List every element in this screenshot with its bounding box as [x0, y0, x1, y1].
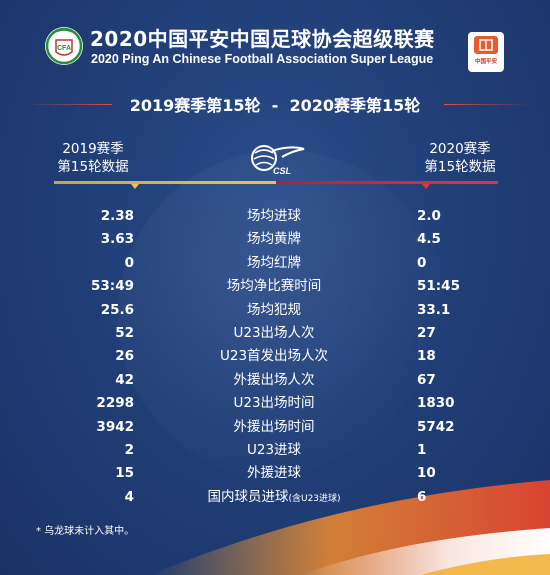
stat-value-2019: 42: [115, 371, 134, 388]
season-title-right-rule: [444, 104, 530, 105]
stat-row: 53:49 场均净比赛时间 51:45: [0, 275, 550, 298]
stat-value-2020: 18: [417, 348, 436, 365]
stat-value-2020: 10: [417, 465, 436, 482]
cfa-emblem-icon: CFA: [45, 27, 83, 65]
stat-value-2020: 2.0: [417, 208, 441, 224]
ping-an-sponsor-logo: 中国平安: [468, 32, 504, 72]
stat-label: U23出场人次: [185, 322, 363, 345]
stat-label: 场均黄牌: [185, 228, 363, 251]
stat-value-2019: 25.6: [100, 301, 134, 318]
left-column-header-line1: 2019赛季: [62, 141, 124, 157]
stat-value-2019: 2.38: [100, 208, 134, 224]
stat-label-text: 场均进球: [247, 208, 301, 224]
stat-row: 26 U23首发出场人次 18: [0, 345, 550, 368]
stat-row: 15 外援进球 10: [0, 462, 550, 485]
stat-row: 42 外援出场人次 67: [0, 369, 550, 392]
season-title-right: 2020赛季第15轮: [289, 96, 421, 115]
stat-value-2020: 33.1: [417, 301, 451, 318]
csl-logo-text: CSL: [273, 166, 291, 176]
left-column-accent-bar: [54, 181, 276, 184]
stat-row: 4 国内球员进球(含U23进球) 6: [0, 486, 550, 509]
stat-label-text: 外援出场人次: [233, 371, 315, 388]
stat-label-text: U23出场时间: [233, 395, 315, 412]
stat-label-text: 国内球员进球: [207, 488, 289, 505]
stat-value-2019: 26: [115, 348, 134, 365]
stat-value-2020: 27: [417, 324, 436, 341]
left-column-pointer: [131, 184, 139, 189]
stat-row: 2298 U23出场时间 1830: [0, 392, 550, 415]
stat-label: 国内球员进球(含U23进球): [185, 486, 363, 511]
stat-label: U23进球: [185, 439, 363, 462]
stat-label-text: 场均黄牌: [247, 231, 301, 248]
stat-value-2019: 52: [115, 324, 134, 341]
right-column-accent-bar: [276, 181, 498, 184]
stat-value-2019: 2298: [96, 395, 134, 412]
stat-value-2019: 53:49: [91, 278, 134, 295]
season-title: 2019赛季第15轮 - 2020赛季第15轮: [0, 92, 550, 116]
stat-value-2020: 4.5: [417, 231, 441, 248]
stat-row: 2.38 场均进球 2.0: [0, 205, 550, 228]
stat-value-2020: 1830: [417, 395, 455, 412]
sponsor-logo-text: 中国平安: [474, 59, 497, 65]
stat-value-2020: 0: [417, 254, 427, 271]
stat-label-text: U23进球: [246, 441, 302, 458]
stat-value-2019: 2: [124, 441, 134, 458]
stat-row: 52 U23出场人次 27: [0, 322, 550, 345]
background-ball-decoration: [118, 150, 448, 480]
right-column-pointer: [422, 184, 430, 189]
stat-label-text: 场均净比赛时间: [226, 278, 322, 295]
stat-row: 2 U23进球 1: [0, 439, 550, 462]
header: CFA 2020中国平安中国足球协会超级联赛 2020 Ping An Chin…: [0, 0, 550, 80]
league-title-english: 2020 Ping An Chinese Football Associatio…: [91, 52, 434, 66]
stat-label: 场均犯规: [185, 299, 363, 322]
stat-value-2020: 5742: [417, 418, 455, 435]
stat-label-text: 场均犯规: [247, 301, 301, 318]
csl-logo-icon: CSL: [251, 145, 305, 176]
stat-value-2020: 67: [417, 371, 436, 388]
stat-label: 场均进球: [185, 205, 363, 228]
stat-value-2019: 4: [124, 488, 134, 505]
left-column-header: 2019赛季 第15轮数据: [38, 140, 148, 176]
stat-value-2019: 15: [115, 465, 134, 482]
stat-label: 外援进球: [185, 462, 363, 485]
stat-value-2020: 6: [417, 488, 427, 505]
stat-row: 3942 外援出场时间 5742: [0, 416, 550, 439]
cfa-logo-text: CFA: [57, 45, 71, 52]
sponsor-mark-icon: [474, 36, 498, 54]
footnote: * 乌龙球未计入其中。: [36, 526, 135, 537]
stat-row: 0 场均红牌 0: [0, 252, 550, 275]
stat-label-note: (含U23进球): [288, 493, 341, 504]
stat-label-text: 场均红牌: [247, 254, 301, 271]
stat-label: U23出场时间: [185, 392, 363, 415]
stat-value-2019: 0: [124, 254, 134, 271]
stat-label-text: U23首发出场人次: [219, 348, 329, 365]
stat-value-2019: 3.63: [100, 231, 134, 248]
stat-value-2020: 1: [417, 441, 427, 458]
stat-value-2019: 3942: [96, 418, 134, 435]
stat-row: 3.63 场均黄牌 4.5: [0, 228, 550, 251]
stat-label-text: 外援出场时间: [233, 418, 315, 435]
stats-table: 2.38 场均进球 2.0 3.63 场均黄牌 4.5 0 场均红牌 0 53:49 场均净比赛时间…: [0, 205, 550, 509]
league-title-chinese: 2020中国平安中国足球协会超级联赛: [90, 27, 435, 51]
stat-label: 场均红牌: [185, 252, 363, 275]
left-column-header-line2: 第15轮数据: [57, 159, 129, 175]
season-title-separator: -: [271, 96, 279, 115]
stat-label-text: 外援进球: [247, 465, 301, 482]
stat-row: 25.6 场均犯规 33.1: [0, 299, 550, 322]
stat-label: 外援出场人次: [185, 369, 363, 392]
season-title-left-rule: [26, 104, 112, 105]
right-column-header: 2020赛季 第15轮数据: [405, 140, 515, 176]
stat-value-2020: 51:45: [417, 278, 460, 295]
right-column-header-line1: 2020赛季: [429, 141, 491, 157]
stat-label-text: U23出场人次: [233, 324, 315, 341]
stat-label: 场均净比赛时间: [185, 275, 363, 298]
right-column-header-line2: 第15轮数据: [424, 159, 496, 175]
stat-label: 外援出场时间: [185, 416, 363, 439]
background-swoosh-decoration: [150, 480, 550, 575]
stat-label: U23首发出场人次: [185, 345, 363, 368]
season-title-left: 2019赛季第15轮: [129, 96, 261, 115]
